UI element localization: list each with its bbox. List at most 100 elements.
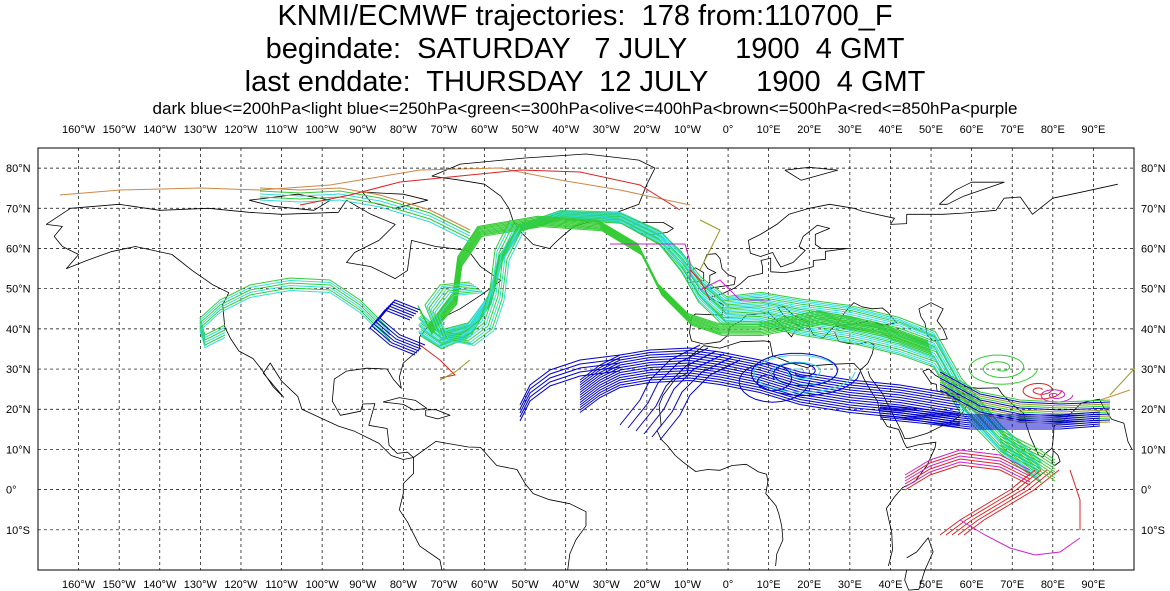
longitude-label: 20°W bbox=[633, 579, 661, 591]
trajectory-line bbox=[428, 222, 515, 339]
trajectory-line bbox=[579, 347, 961, 396]
latitude-label: 20°N bbox=[1141, 404, 1166, 416]
trajectory-line bbox=[904, 455, 1031, 482]
trajectory-line bbox=[426, 221, 513, 338]
trajectory-line bbox=[959, 519, 1081, 556]
coastline bbox=[382, 397, 428, 411]
trajectory-line bbox=[579, 349, 961, 398]
longitude-label: 80°E bbox=[1041, 124, 1065, 136]
longitude-label: 40°W bbox=[552, 124, 580, 136]
latitude-label: 70°N bbox=[6, 203, 31, 215]
trajectory-line bbox=[199, 277, 391, 336]
longitude-label: 60°E bbox=[960, 124, 984, 136]
trajectory-line bbox=[438, 230, 525, 347]
trajectory-line bbox=[659, 359, 741, 441]
trajectory-line bbox=[999, 441, 1056, 473]
trajectory-line bbox=[519, 366, 621, 418]
trajectory-line bbox=[753, 354, 856, 393]
longitude-label: 100°W bbox=[306, 579, 340, 591]
trajectory-line bbox=[579, 359, 961, 408]
trajectory-line bbox=[1022, 383, 1063, 400]
trajectory-line bbox=[439, 359, 471, 381]
trajectory-line bbox=[999, 432, 1056, 464]
longitude-label: 70°W bbox=[430, 579, 458, 591]
longitude-label: 10°E bbox=[757, 579, 781, 591]
longitude-label: 70°E bbox=[1000, 579, 1024, 591]
coastline bbox=[45, 199, 502, 460]
trajectory-line bbox=[259, 199, 471, 243]
trajectory-line bbox=[259, 196, 471, 240]
latitude-label: 80°N bbox=[1141, 163, 1166, 175]
longitude-label: 70°E bbox=[1000, 124, 1024, 136]
longitude-label: 120°W bbox=[224, 124, 258, 136]
trajectory-line bbox=[879, 410, 1101, 422]
longitude-label: 90°E bbox=[1081, 579, 1105, 591]
latitude-label: 60°N bbox=[1141, 243, 1166, 255]
coastline bbox=[1051, 450, 1061, 466]
trajectory-line bbox=[418, 216, 1039, 479]
coastlines bbox=[45, 153, 1133, 591]
trajectory-line bbox=[699, 219, 721, 271]
trajectory-line bbox=[419, 216, 1040, 478]
trajectory-line bbox=[999, 450, 1056, 482]
longitude-label: 50°W bbox=[512, 124, 540, 136]
coastline bbox=[703, 340, 937, 567]
trajectory-line bbox=[939, 369, 1111, 403]
trajectory-line bbox=[420, 212, 1042, 469]
longitude-label: 0° bbox=[723, 124, 734, 136]
trajectory-line bbox=[418, 217, 1040, 480]
coastline bbox=[938, 181, 1005, 205]
longitude-label: 90°E bbox=[1081, 124, 1105, 136]
trajectory-line bbox=[419, 221, 931, 349]
longitude-label: 0° bbox=[723, 579, 734, 591]
trajectory-line bbox=[879, 418, 1101, 430]
longitude-label: 110°W bbox=[265, 124, 298, 136]
trajectory-line bbox=[939, 373, 1111, 407]
longitude-label: 10°W bbox=[674, 579, 702, 591]
trajectory-line bbox=[968, 354, 1039, 385]
latitude-label: 10°N bbox=[6, 444, 31, 456]
trajectory-line bbox=[699, 279, 770, 301]
trajectory-line bbox=[939, 379, 1111, 413]
title-line-2: begindate: SATURDAY 7 JULY 1900 4 GMT bbox=[265, 33, 905, 65]
coastline bbox=[904, 537, 934, 591]
trajectory-line bbox=[999, 435, 1056, 467]
trajectory-line bbox=[579, 369, 961, 418]
trajectory-line bbox=[1099, 389, 1131, 401]
trajectory-line bbox=[1069, 469, 1081, 530]
trajectory-line bbox=[199, 289, 391, 349]
latitude-label: 10°S bbox=[1141, 525, 1165, 537]
latitude-label: 50°N bbox=[6, 284, 31, 296]
trajectory-line bbox=[519, 354, 621, 406]
trajectory-line bbox=[430, 224, 517, 341]
trajectory-line bbox=[579, 354, 961, 403]
trajectory-line bbox=[963, 469, 1060, 536]
trajectory-line bbox=[421, 215, 1042, 476]
trajectory-line bbox=[879, 406, 1101, 418]
trajectory-line bbox=[420, 218, 1042, 484]
longitude-label: 50°W bbox=[512, 579, 540, 591]
trajectory-line bbox=[418, 214, 1040, 472]
trajectory-line bbox=[999, 429, 1056, 461]
trajectory-line bbox=[418, 214, 1039, 473]
longitude-label: 20°E bbox=[797, 579, 821, 591]
trajectory-line bbox=[418, 218, 929, 344]
latitude-label: 60°N bbox=[6, 243, 31, 255]
trajectory-line bbox=[199, 284, 391, 344]
trajectory-line bbox=[999, 447, 1056, 479]
trajectory-line bbox=[904, 464, 1031, 491]
trajectory-line bbox=[199, 287, 391, 346]
coastline bbox=[425, 409, 451, 420]
trajectory-line bbox=[421, 218, 1042, 483]
trajectory-line bbox=[939, 375, 1111, 409]
trajectory-line bbox=[879, 412, 1101, 424]
coastline bbox=[918, 302, 948, 342]
longitude-label: 10°W bbox=[674, 124, 702, 136]
longitude-label: 90°W bbox=[349, 579, 377, 591]
trajectory-line bbox=[579, 379, 961, 428]
longitude-label: 50°E bbox=[919, 124, 943, 136]
latitude-label: 30°N bbox=[6, 364, 31, 376]
map-frame bbox=[37, 147, 1135, 571]
longitude-label: 20°E bbox=[797, 124, 821, 136]
trajectory-line bbox=[904, 449, 1031, 476]
